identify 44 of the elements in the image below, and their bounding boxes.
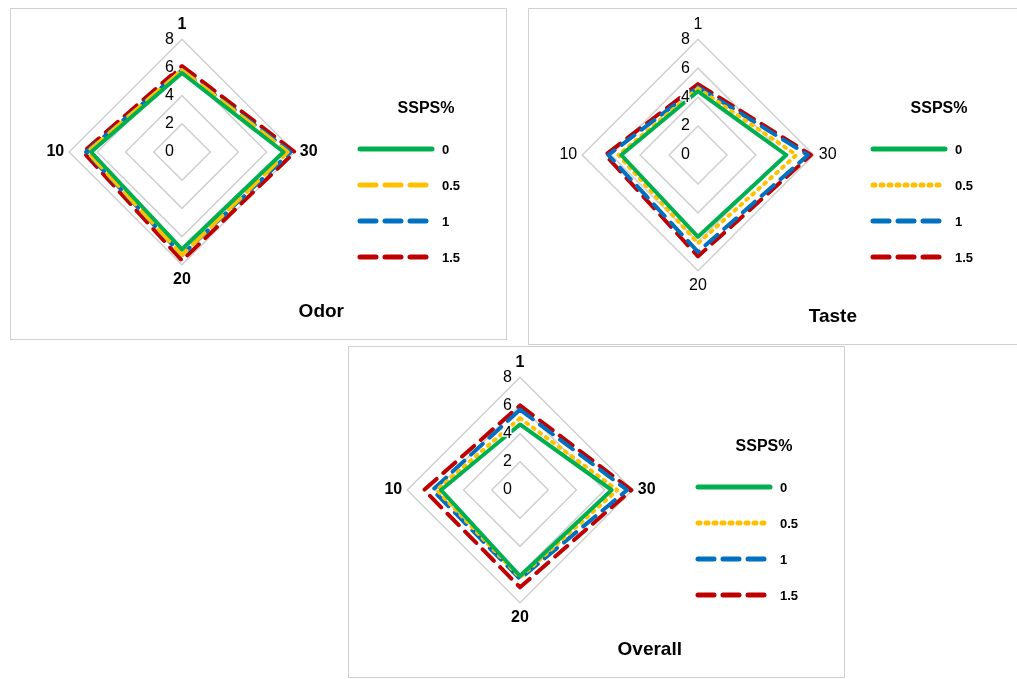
spoke-label: 1	[177, 15, 187, 33]
y-tick-label: 2	[681, 116, 691, 134]
text: 1.5	[780, 587, 799, 603]
y-tick-label: 0	[165, 142, 175, 160]
text: 1	[955, 213, 963, 229]
text: 0.5	[780, 515, 799, 531]
text: Taste	[808, 304, 857, 326]
y-tick-label: 0	[503, 480, 513, 498]
text: 1.5	[442, 249, 461, 265]
y-tick-label: 8	[165, 29, 175, 47]
spoke-label: 30	[637, 480, 656, 498]
spoke-label: 1	[515, 353, 525, 371]
y-tick-label: 4	[503, 424, 513, 442]
legend-title: SSPS%	[909, 99, 969, 117]
y-tick-label: 6	[681, 58, 691, 76]
text: 1.5	[955, 249, 974, 265]
text: 0.5	[955, 177, 974, 193]
spoke-label: 20	[689, 275, 707, 293]
text: 1	[442, 213, 450, 229]
spoke-label: 30	[299, 142, 318, 160]
spoke-label: 20	[511, 607, 529, 625]
text: 0	[780, 479, 788, 495]
spoke-label: 30	[818, 145, 837, 163]
y-tick-label: 0	[681, 145, 691, 163]
spoke-label: 20	[173, 269, 191, 287]
y-tick-label: 2	[165, 114, 175, 132]
spoke-label: 10	[384, 480, 403, 498]
y-tick-label: 8	[503, 367, 513, 385]
y-tick-label: 6	[165, 57, 175, 75]
legend-title: SSPS%	[734, 437, 794, 455]
y-tick-label: 6	[503, 395, 513, 413]
text: Overall	[617, 637, 682, 659]
text: 0.5	[442, 177, 461, 193]
text: 1	[780, 551, 788, 567]
spoke-label: 1	[693, 15, 703, 33]
text: 0	[442, 141, 450, 157]
text: Odor	[298, 299, 345, 321]
legend-title: SSPS%	[396, 99, 456, 117]
y-tick-label: 8	[681, 29, 691, 47]
text: 0	[955, 141, 963, 157]
y-tick-label: 4	[165, 86, 175, 104]
y-tick-label: 2	[503, 452, 513, 470]
spoke-label: 10	[559, 145, 578, 163]
spoke-label: 10	[46, 142, 65, 160]
